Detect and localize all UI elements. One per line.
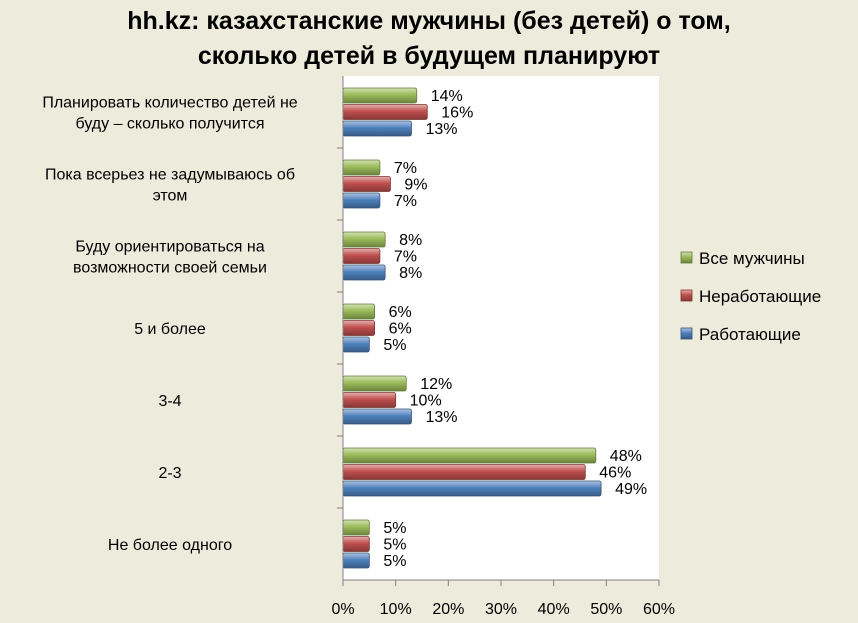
legend-swatch-0 [680, 251, 693, 264]
bar-0-1 [342, 104, 428, 120]
legend-label-2: Работающие [699, 325, 801, 344]
value-label-4-2: 13% [425, 409, 457, 426]
x-tick-label-4: 40% [538, 601, 570, 618]
legend-swatch-1 [680, 289, 693, 302]
value-label-0-2: 13% [425, 121, 457, 138]
bar-6-0 [342, 519, 370, 536]
bar-4-2 [342, 408, 412, 425]
bar-2-2 [342, 264, 386, 281]
value-label-6-1: 5% [383, 537, 406, 554]
category-label-2: Буду ориентироваться на возможности своей… [73, 239, 267, 277]
bar-2-1 [342, 248, 381, 264]
value-label-4-1: 10% [410, 393, 442, 410]
bar-0-2 [342, 120, 412, 137]
value-label-1-0: 7% [394, 160, 417, 177]
category-label-6: Не более одного [108, 537, 232, 554]
bar-3-0 [342, 303, 376, 320]
chart-title-line-1: hh.kz: казахстанские мужчины (без детей)… [127, 7, 731, 35]
category-label-5: 2-3 [158, 465, 181, 482]
bar-3-2 [342, 336, 370, 353]
value-label-5-2: 49% [615, 481, 647, 498]
bar-4-0 [342, 375, 407, 392]
legend-swatch-2 [680, 327, 693, 340]
legend: Все мужчины Неработающие Работающие [680, 249, 821, 344]
bar-6-1 [342, 536, 370, 552]
value-label-3-2: 5% [383, 337, 406, 354]
legend-label-1: Неработающие [699, 287, 821, 306]
value-label-3-0: 6% [389, 304, 412, 321]
value-label-0-1: 16% [441, 105, 473, 122]
value-label-4-0: 12% [420, 376, 452, 393]
value-label-2-1: 7% [394, 249, 417, 266]
bar-5-2 [342, 480, 602, 497]
value-label-6-0: 5% [383, 520, 406, 537]
value-label-3-1: 6% [389, 321, 412, 338]
x-tick-label-1: 10% [380, 601, 412, 618]
category-label-4: 3-4 [158, 393, 181, 410]
value-labels: 14%16%13%7%9%7%8%7%8%6%6%5%12%10%13%48%4… [383, 88, 647, 570]
x-tick-label-6: 60% [643, 601, 675, 618]
value-label-5-1: 46% [599, 465, 631, 482]
x-tick-label-5: 50% [590, 601, 622, 618]
legend-label-0: Все мужчины [699, 249, 805, 268]
bar-3-1 [342, 320, 376, 336]
value-label-2-2: 8% [399, 265, 422, 282]
bar-0-0 [342, 87, 418, 104]
value-label-0-0: 14% [431, 88, 463, 105]
x-tick-label-2: 20% [432, 601, 464, 618]
category-label-1: Пока всерьез не задумываюсь об этом [45, 167, 295, 205]
bar-4-1 [342, 392, 397, 408]
bar-2-0 [342, 231, 386, 248]
value-label-5-0: 48% [610, 448, 642, 465]
x-axis: 0% 10% 20% 30% 40% 50% 60% [331, 76, 675, 618]
value-label-6-2: 5% [383, 553, 406, 570]
bar-1-2 [342, 192, 381, 209]
chart-title: hh.kz: казахстанские мужчины (без детей)… [0, 4, 858, 74]
x-tick-label-0: 0% [331, 601, 354, 618]
bar-5-1 [342, 464, 586, 480]
chart-title-line-2: сколько детей в будущем планируют [197, 42, 661, 70]
value-label-1-1: 9% [404, 177, 427, 194]
category-label-0: Планировать количество детей не буду – ск… [42, 95, 297, 133]
bar-1-0 [342, 159, 381, 176]
category-labels: Планировать количество детей не буду – ск… [42, 95, 297, 555]
value-label-2-0: 8% [399, 232, 422, 249]
category-label-3: 5 и более [134, 321, 206, 338]
bar-1-1 [342, 176, 391, 192]
bar-5-0 [342, 447, 597, 464]
x-tick-label-3: 30% [485, 601, 517, 618]
value-label-1-2: 7% [394, 193, 417, 210]
bar-6-2 [342, 552, 370, 569]
